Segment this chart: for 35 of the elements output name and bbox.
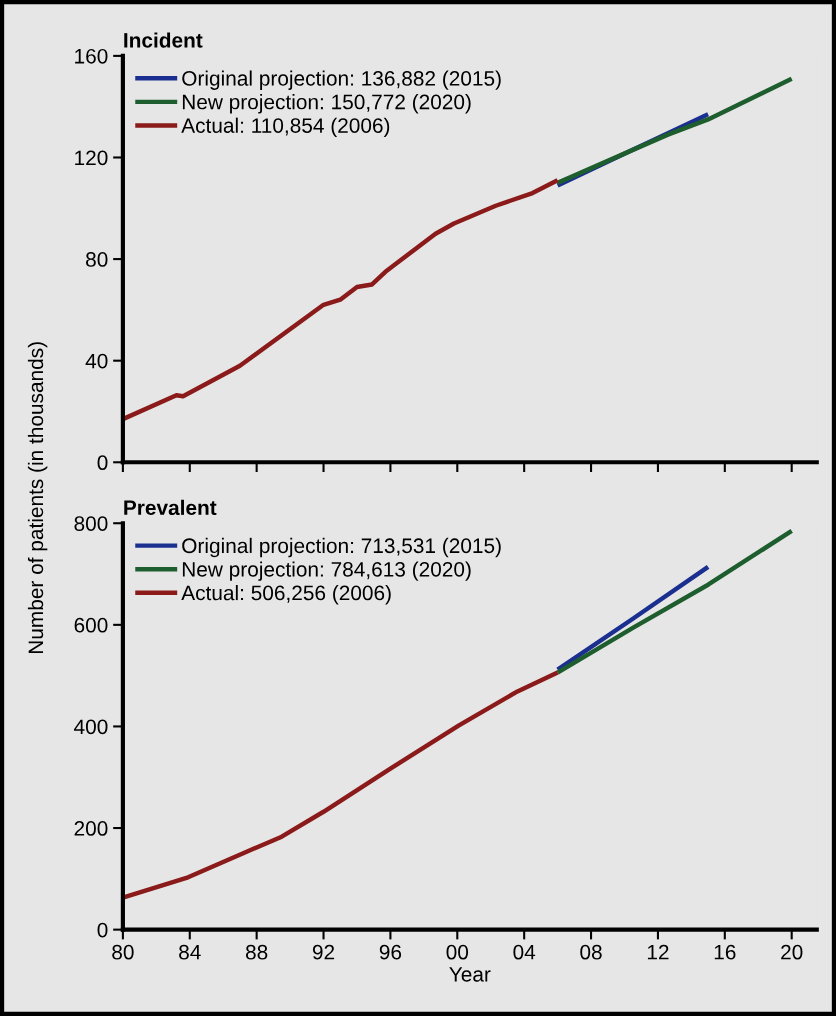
x-tick-label: 20 [781,944,803,960]
x-tick-label: 00 [446,944,469,960]
legend-label: Actual: 110,854 (2006) [181,117,390,138]
x-tick-label: 16 [714,944,736,960]
x-tick-label: 92 [312,944,335,960]
line-series [122,178,560,422]
x-tick-label: 08 [580,944,602,960]
x-tick-label: 88 [245,944,268,960]
x-tick-label: 84 [179,944,201,960]
chart-title: Prevalent [124,499,217,516]
x-tick-label: 12 [647,944,669,960]
y-tick-label: 800 [74,516,108,531]
x-tick-label: 04 [513,944,536,960]
y-tick-label: 160 [75,48,108,64]
chart-title: Incident [124,32,203,48]
y-tick-label: 0 [97,455,108,471]
legend-label: Actual: 506,256 (2006) [181,585,391,605]
legend-label: Original projection: 136,882 (2015) [182,70,501,90]
x-tick-label: 80 [112,944,134,960]
line-series [555,76,794,186]
y-tick-label: 40 [85,353,108,369]
x-axis-title: Year [449,967,491,982]
y-tick-label: 80 [86,252,108,267]
line-series [555,528,794,675]
x-tick-label: 96 [379,944,402,960]
y-tick-label: 120 [75,150,108,166]
legend-label: New projection: 150,772 (2020) [182,94,471,114]
y-tick-label: 600 [74,617,108,633]
legend-label: Original projection: 713,531 (2015) [182,537,501,558]
y-axis-title: Number of patients (in thousands) [27,342,48,654]
y-tick-label: 400 [74,719,108,735]
y-tick-label: 200 [74,821,108,836]
y-tick-label: 0 [97,922,108,938]
legend-label: New projection: 784,613 (2020) [182,561,471,581]
line-series [122,670,560,900]
